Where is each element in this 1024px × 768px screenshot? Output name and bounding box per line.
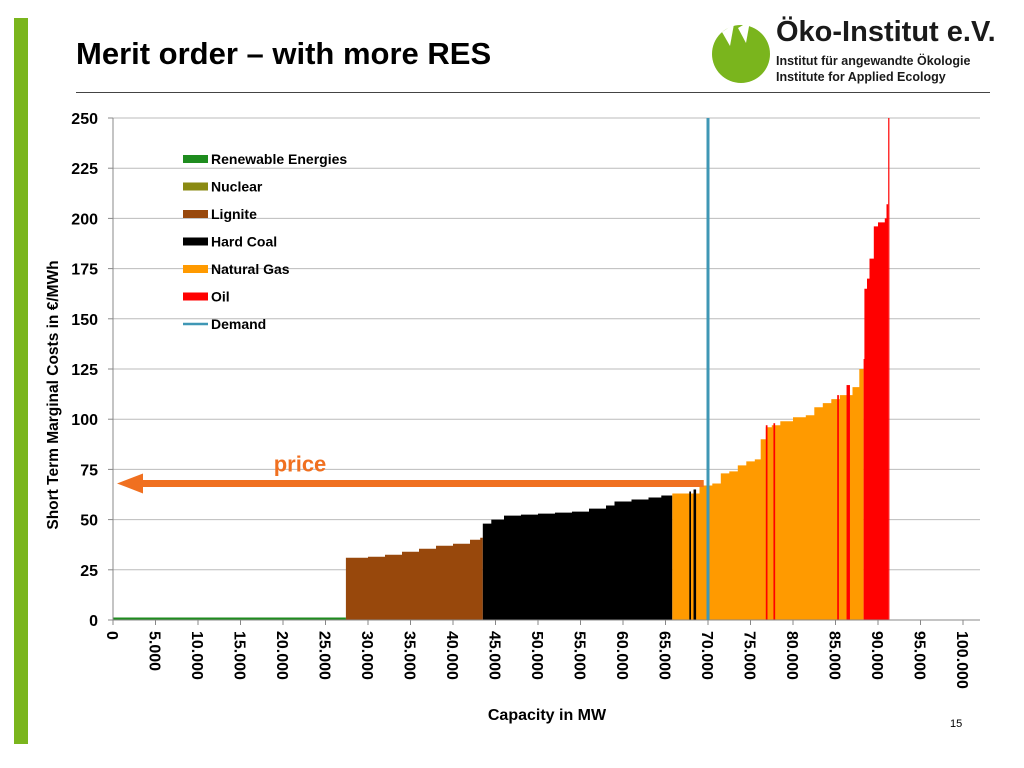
logo-subtitle-en: Institute for Applied Ecology: [776, 70, 946, 84]
series-area: [672, 359, 864, 620]
x-tick-label: 85.000: [826, 631, 843, 680]
x-tick-label: 100.000: [953, 631, 970, 689]
y-axis-label: Short Term Marginal Costs in €/MWh: [45, 260, 62, 529]
renewable-line: [113, 617, 346, 621]
series-area: [482, 493, 673, 620]
legend-swatch: [183, 292, 208, 301]
x-tick-label: 50.000: [528, 631, 545, 680]
legend-label: Demand: [211, 316, 266, 332]
legend-layer: Renewable Energies Nuclear Lignite Hard Coa…: [183, 151, 347, 332]
series-band: [693, 489, 697, 620]
legend-label: Hard Coal: [211, 234, 277, 250]
series-area: [345, 533, 483, 620]
y-tick-label: 200: [71, 211, 98, 228]
series-band: [773, 423, 776, 620]
y-tick-label: 150: [71, 312, 98, 329]
legend-label: Lignite: [211, 206, 257, 222]
y-tick-label: 75: [80, 462, 98, 479]
x-tick-label: 10.000: [188, 631, 205, 680]
x-tick-label: 95.000: [911, 631, 928, 680]
price-label: price: [274, 451, 327, 476]
y-tick-label: 25: [80, 563, 98, 580]
area-layer: [113, 204, 889, 621]
x-tick-label: 90.000: [868, 631, 885, 680]
legend-swatch: [183, 237, 208, 246]
y-tick-label: 100: [71, 412, 98, 429]
y-tick-label: 175: [71, 262, 98, 279]
side-accent-bar: www.oeko.de: [14, 18, 44, 747]
y-tick-label: 50: [80, 513, 98, 530]
arrow-layer: price: [117, 451, 704, 494]
legend-label: Renewable Energies: [211, 151, 347, 167]
y-tick-label: 250: [71, 111, 98, 128]
legend-label: Natural Gas: [211, 261, 290, 277]
x-tick-label: 65.000: [656, 631, 673, 680]
price-arrow-head: [117, 473, 143, 494]
axis-layer: 0 25 50 75 100 125 150 175 200 225 250 0 5.000 10.000…: [71, 111, 980, 689]
x-axis-label: Capacity in MW: [488, 707, 607, 724]
series-band: [846, 385, 850, 620]
legend-swatch: [183, 265, 208, 273]
x-tick-label: 0: [103, 631, 120, 640]
y-tick-label: 225: [71, 161, 98, 178]
legend-label: Nuclear: [211, 179, 263, 195]
band-layer: [689, 118, 890, 620]
legend-label: Oil: [211, 289, 230, 305]
x-tick-label: 20.000: [273, 631, 290, 680]
page-title: Merit order – with more RES: [76, 36, 492, 71]
x-tick-label: 15.000: [231, 631, 248, 680]
x-tick-label: 45.000: [486, 631, 503, 680]
legend-swatch: [183, 155, 208, 163]
x-tick-label: 35.000: [401, 631, 418, 680]
series-band: [837, 395, 839, 620]
x-tick-label: 40.000: [443, 631, 460, 680]
x-tick-label: 55.000: [571, 631, 588, 680]
series-band: [765, 425, 768, 620]
page-number: 15: [950, 718, 963, 730]
logo-subtitle-de: Institut für angewandte Ökologie: [776, 54, 971, 68]
x-tick-label: 80.000: [783, 631, 800, 680]
logo-leaf-icon: [712, 21, 770, 83]
x-tick-label: 25.000: [316, 631, 333, 680]
x-tick-label: 5.000: [146, 631, 163, 671]
series-band: [689, 491, 691, 620]
x-tick-label: 60.000: [613, 631, 630, 680]
series-area: [863, 204, 889, 621]
x-tick-label: 75.000: [741, 631, 758, 680]
y-tick-label: 125: [71, 362, 98, 379]
header-divider: [76, 92, 990, 93]
legend-swatch: [183, 210, 208, 218]
logo-name: Öko-Institut e.V.: [776, 16, 996, 48]
logo: Öko-Institut e.V. Institut für angewandt…: [708, 14, 998, 88]
series-band: [888, 118, 890, 620]
legend-swatch: [183, 182, 208, 191]
y-tick-label: 0: [89, 613, 98, 630]
x-tick-label: 70.000: [698, 631, 715, 680]
x-tick-label: 30.000: [358, 631, 375, 680]
